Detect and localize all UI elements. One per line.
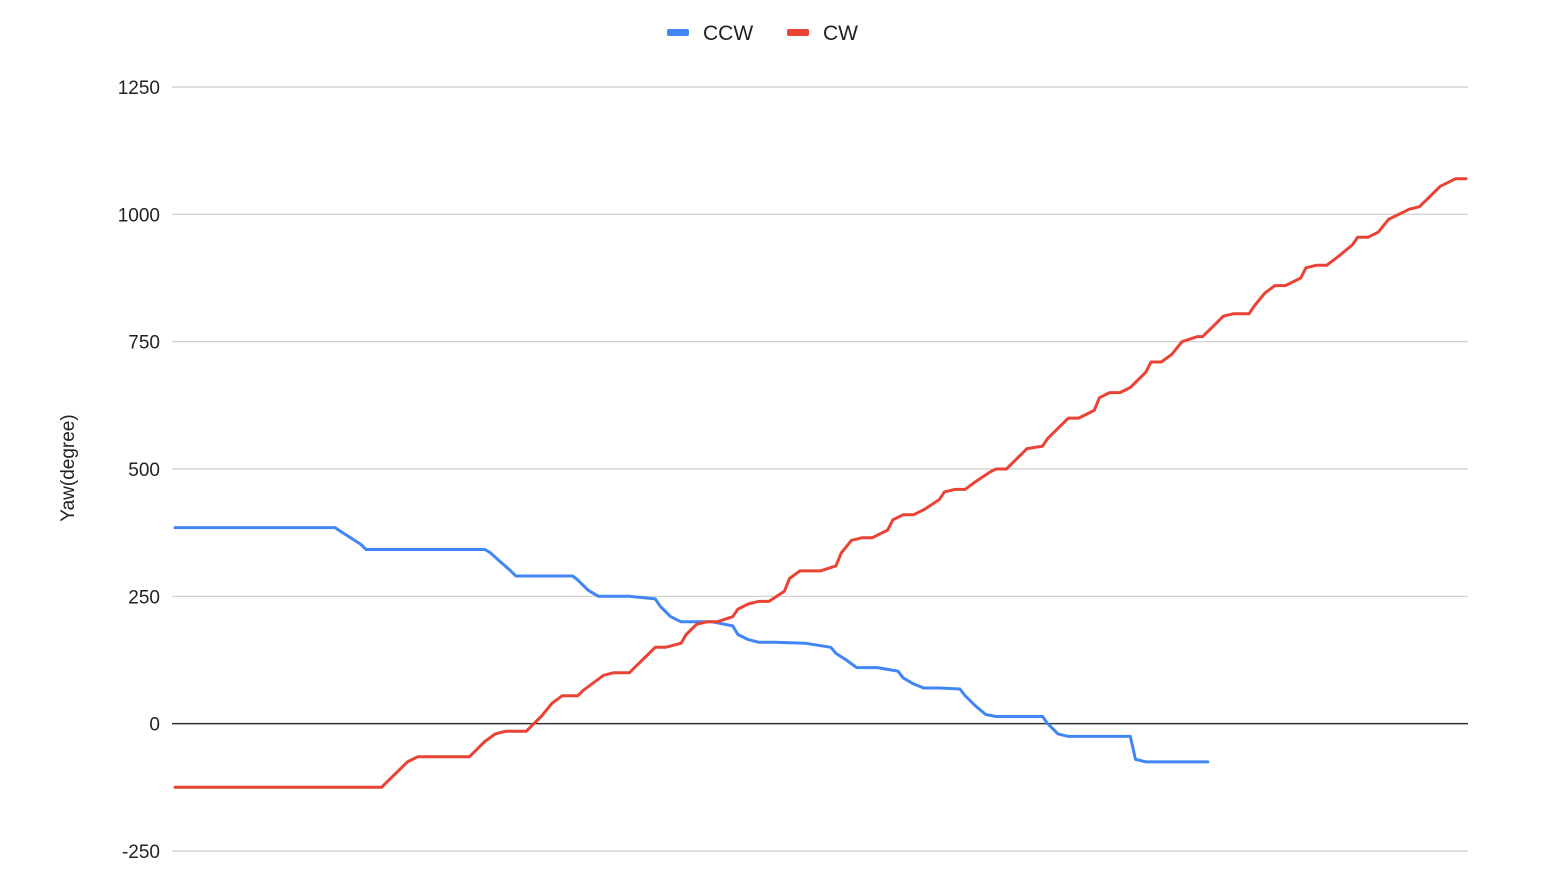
y-tick-label: 0: [149, 715, 160, 736]
legend-swatch: [667, 29, 689, 36]
legend-label: CCW: [703, 22, 753, 45]
legend-swatch: [787, 29, 809, 36]
y-tick-label: 1250: [118, 78, 160, 99]
grid-lines: [172, 86, 1468, 852]
legend-item-ccw: CCW: [667, 22, 753, 45]
y-tick-label: 750: [128, 333, 160, 354]
y-tick-label: -250: [122, 842, 160, 863]
series-line-cw: [173, 177, 1468, 789]
y-axis-title: Yaw(degree): [58, 414, 79, 521]
legend: CCW CW: [667, 22, 858, 45]
y-tick-label: 250: [128, 587, 160, 608]
series-line-ccw: [173, 526, 1210, 764]
y-tick-label: 500: [128, 460, 160, 481]
y-axis-ticks: -250 0 250 500 750 1000 1250: [118, 78, 160, 863]
legend-item-cw: CW: [787, 22, 858, 45]
y-tick-label: 1000: [118, 205, 160, 226]
series-lines: [173, 177, 1468, 789]
legend-label: CW: [823, 22, 858, 45]
